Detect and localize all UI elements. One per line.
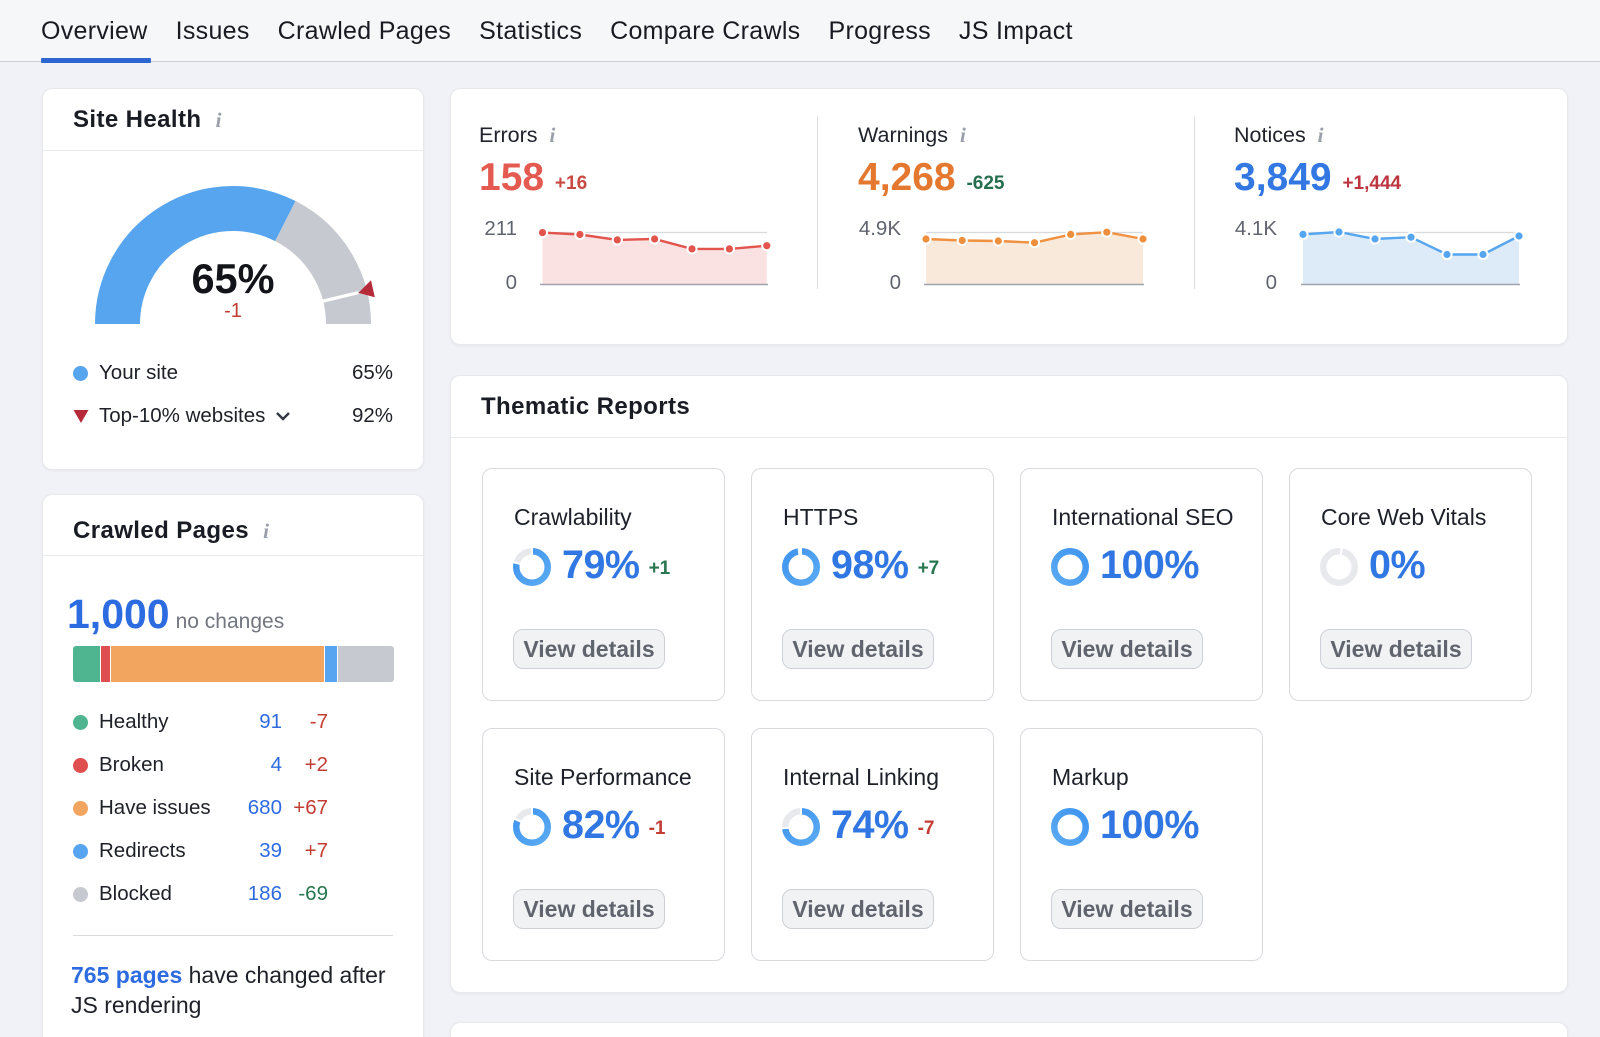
svg-text:4.1K: 4.1K bbox=[1235, 217, 1277, 240]
svg-text:-1: -1 bbox=[224, 300, 242, 322]
svg-text:211: 211 bbox=[484, 217, 517, 240]
svg-text:0: 0 bbox=[890, 271, 901, 294]
svg-text:0: 0 bbox=[1266, 271, 1277, 294]
svg-text:0: 0 bbox=[506, 271, 517, 294]
svg-text:65%: 65% bbox=[191, 255, 274, 302]
svg-text:4.9K: 4.9K bbox=[859, 217, 901, 240]
